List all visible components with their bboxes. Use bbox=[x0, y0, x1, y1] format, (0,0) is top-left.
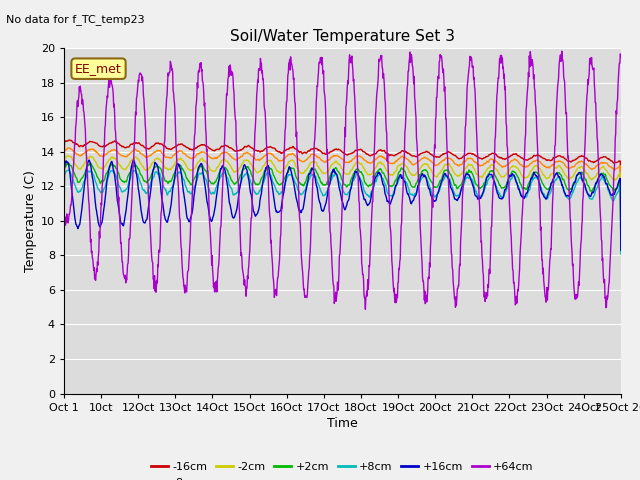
+16cm bbox=[134, 186, 142, 192]
-2cm bbox=[134, 156, 142, 162]
+2cm bbox=[365, 184, 372, 190]
+8cm bbox=[365, 193, 372, 199]
+2cm bbox=[60, 240, 68, 246]
-16cm bbox=[248, 145, 256, 151]
Line: -16cm: -16cm bbox=[64, 140, 621, 239]
+16cm bbox=[60, 240, 68, 246]
-8cm bbox=[302, 157, 310, 163]
+64cm bbox=[558, 48, 566, 54]
+64cm bbox=[60, 201, 68, 207]
-8cm bbox=[65, 145, 72, 151]
-2cm bbox=[617, 243, 625, 249]
+2cm bbox=[86, 160, 94, 166]
+8cm bbox=[617, 251, 625, 257]
+16cm bbox=[617, 247, 625, 253]
-16cm bbox=[617, 236, 625, 241]
Y-axis label: Temperature (C): Temperature (C) bbox=[24, 170, 36, 272]
-2cm bbox=[154, 156, 162, 162]
-8cm bbox=[248, 153, 256, 159]
-8cm bbox=[365, 159, 372, 165]
+64cm bbox=[134, 81, 141, 87]
-16cm bbox=[302, 150, 310, 156]
+64cm bbox=[617, 54, 625, 60]
Text: EE_met: EE_met bbox=[75, 62, 122, 75]
-16cm bbox=[66, 137, 74, 143]
Line: +64cm: +64cm bbox=[64, 51, 621, 309]
+16cm bbox=[248, 197, 256, 203]
-16cm bbox=[134, 140, 142, 146]
+16cm bbox=[353, 169, 361, 175]
+8cm bbox=[65, 167, 73, 173]
Line: -2cm: -2cm bbox=[64, 156, 621, 246]
+8cm bbox=[60, 246, 68, 252]
+8cm bbox=[302, 184, 310, 190]
+16cm bbox=[130, 157, 138, 163]
-16cm bbox=[365, 152, 372, 158]
+16cm bbox=[365, 202, 372, 207]
-16cm bbox=[353, 147, 361, 153]
Title: Soil/Water Temperature Set 3: Soil/Water Temperature Set 3 bbox=[230, 29, 455, 44]
Line: +8cm: +8cm bbox=[64, 170, 621, 254]
-16cm bbox=[60, 223, 68, 229]
+16cm bbox=[154, 167, 162, 172]
+8cm bbox=[134, 174, 142, 180]
Text: No data for f_TC_temp23: No data for f_TC_temp23 bbox=[6, 14, 145, 25]
-2cm bbox=[353, 159, 361, 165]
-2cm bbox=[60, 235, 68, 241]
+8cm bbox=[248, 182, 256, 188]
-8cm bbox=[353, 154, 361, 159]
-2cm bbox=[302, 168, 310, 173]
+64cm bbox=[301, 293, 309, 299]
+8cm bbox=[353, 170, 361, 176]
-8cm bbox=[134, 148, 142, 154]
X-axis label: Time: Time bbox=[327, 417, 358, 430]
-16cm bbox=[154, 140, 162, 146]
+2cm bbox=[302, 179, 310, 184]
-2cm bbox=[365, 171, 372, 177]
+64cm bbox=[248, 215, 255, 221]
-2cm bbox=[64, 153, 72, 158]
+2cm bbox=[353, 166, 361, 172]
+2cm bbox=[154, 164, 162, 170]
+2cm bbox=[134, 166, 142, 171]
+64cm bbox=[365, 280, 372, 286]
+64cm bbox=[353, 136, 360, 142]
Line: -8cm: -8cm bbox=[64, 148, 621, 242]
Line: +16cm: +16cm bbox=[64, 160, 621, 250]
-8cm bbox=[617, 239, 625, 245]
Line: +2cm: +2cm bbox=[64, 163, 621, 251]
+64cm bbox=[362, 306, 369, 312]
+8cm bbox=[154, 172, 162, 178]
+2cm bbox=[617, 248, 625, 254]
+64cm bbox=[154, 262, 162, 268]
Legend: -16cm, -8cm, -2cm, +2cm, +8cm, +16cm, +64cm: -16cm, -8cm, -2cm, +2cm, +8cm, +16cm, +6… bbox=[147, 458, 538, 480]
-8cm bbox=[60, 229, 68, 235]
+2cm bbox=[248, 174, 256, 180]
+16cm bbox=[302, 188, 310, 193]
-2cm bbox=[248, 163, 256, 169]
-8cm bbox=[154, 148, 162, 154]
